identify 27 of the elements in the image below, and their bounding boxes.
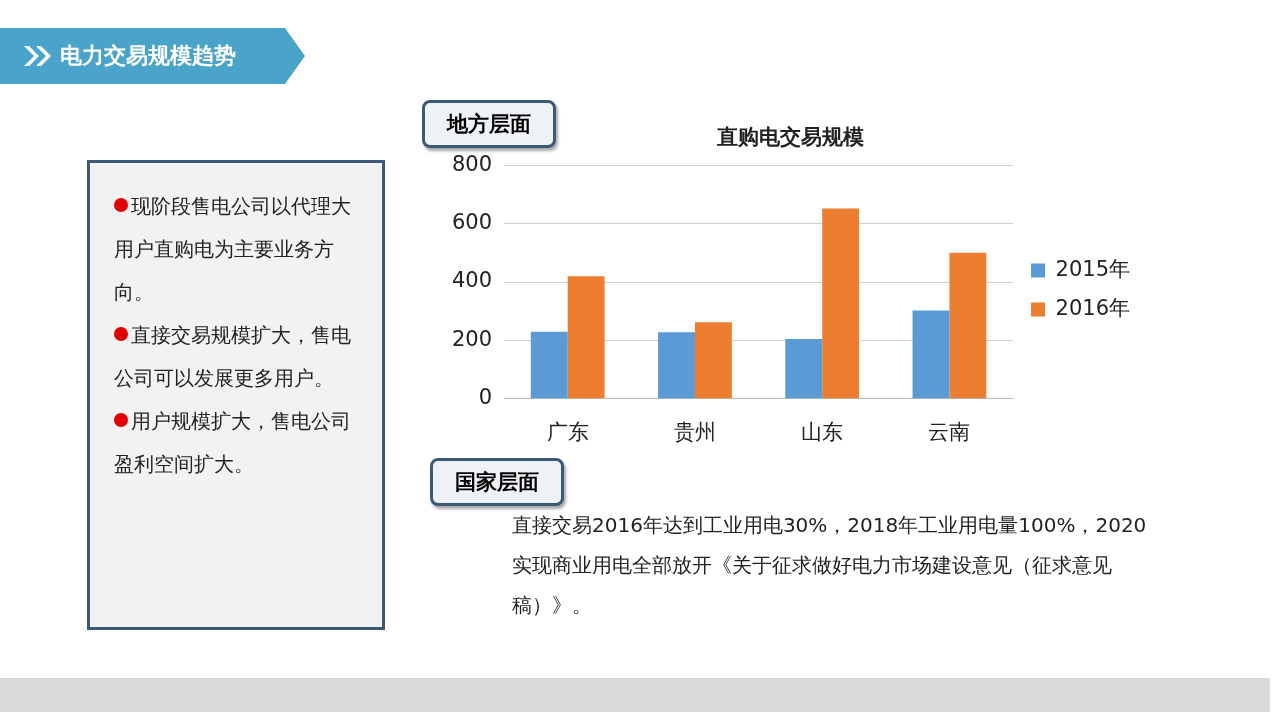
bar <box>694 322 732 399</box>
y-tick-label: 600 <box>451 210 493 235</box>
text: 国家层面 <box>430 458 564 506</box>
x-tick-label: 山东 <box>801 419 844 444</box>
text: 用户规模扩大，售电公司盈利空间扩大。 <box>114 408 352 478</box>
bar <box>530 331 568 399</box>
text: 地方层面 <box>422 100 556 148</box>
bar <box>567 276 605 399</box>
y-tick-label: 800 <box>451 151 493 176</box>
x-tick-label: 贵州 <box>673 419 716 444</box>
legend-label: 2015年 <box>1055 256 1131 281</box>
legend-label: 2016年 <box>1055 295 1131 320</box>
bar <box>949 252 987 399</box>
bar <box>912 310 950 399</box>
x-tick-label: 广东 <box>546 419 589 444</box>
text: 直接交易2016年达到工业用电30%，2018年工业用电量100%，2020实现商业用电全部放开《关于征求做好电力市场建设意见（征求意见稿）》。 <box>512 512 1148 619</box>
bar <box>822 208 860 399</box>
text: 现阶段售电公司以代理大用户直购电为主要业务方向。 <box>114 193 352 306</box>
bar <box>658 332 695 399</box>
y-tick-label: 400 <box>451 268 493 293</box>
text: 电力交易规模趋势 <box>60 43 236 68</box>
text: 直接交易规模扩大，售电公司可以发展更多用户。 <box>114 322 352 392</box>
chart-title: 直购电交易规模 <box>715 125 864 150</box>
y-tick-label: 200 <box>451 326 493 351</box>
bar <box>785 338 823 399</box>
x-tick-label: 云南 <box>928 419 971 444</box>
y-tick-label: 0 <box>478 385 493 410</box>
